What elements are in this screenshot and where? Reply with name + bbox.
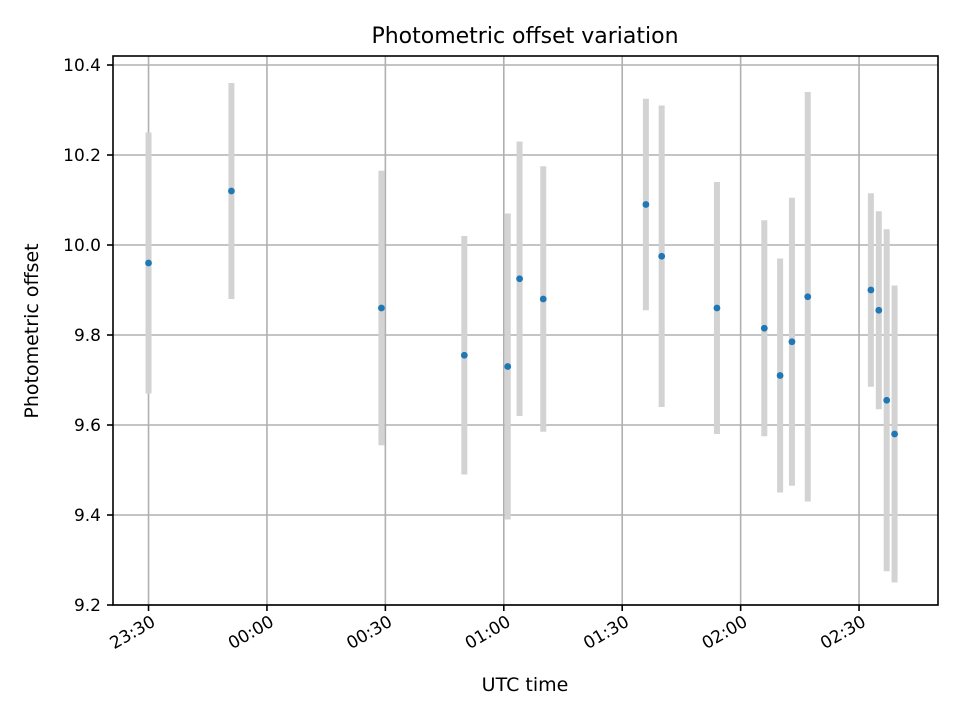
data-point [776,372,784,379]
data-point [516,275,523,283]
data-point [539,295,547,303]
y-tick-label: 10.4 [63,56,101,76]
y-tick-label: 9.4 [74,506,101,526]
data-point [658,252,666,260]
data-point [228,187,235,195]
data-point [875,306,883,314]
point-layer [145,187,898,438]
data-point [867,286,875,294]
plot-frame [112,55,939,606]
y-tick-label: 9.2 [74,596,101,616]
data-point [804,293,812,301]
data-point [788,338,796,346]
y-tick-label: 9.8 [74,326,101,346]
data-point [642,201,650,208]
x-axis-label: UTC time [482,674,569,696]
data-point [504,363,512,370]
data-point [378,304,385,312]
data-point [145,259,152,267]
y-axis-label: Photometric offset [21,243,43,418]
y-tick-label: 10.0 [63,236,101,256]
y-tick-label: 10.2 [63,146,101,166]
data-point [891,430,898,438]
data-point [883,396,891,404]
data-point [713,304,721,312]
chart-title: Photometric offset variation [371,24,678,49]
y-tick-label: 9.6 [74,416,101,436]
data-point [760,324,768,332]
grid-layer [113,56,938,606]
data-point [460,351,468,359]
